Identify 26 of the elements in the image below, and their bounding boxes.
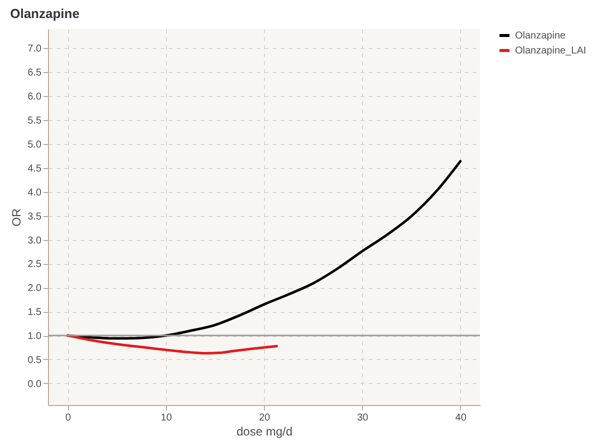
y-tick-label: 4.0: [28, 187, 42, 198]
y-tick-label: 1.0: [28, 331, 42, 342]
x-tick-label: 20: [258, 412, 270, 424]
legend-label: Olanzapine_LAI: [515, 46, 586, 56]
x-tick-label: 30: [357, 412, 369, 424]
y-tick-label: 3.5: [28, 211, 42, 222]
x-axis-title: dose mg/d: [236, 424, 293, 438]
y-tick-label: 4.5: [28, 163, 42, 174]
y-tick-label: 6.0: [28, 92, 42, 103]
y-tick-label: 6.5: [28, 68, 42, 79]
y-tick-label: 7.0: [28, 44, 42, 55]
x-tick-label: 40: [455, 412, 467, 424]
y-tick-label: 5.0: [28, 139, 42, 150]
y-tick-label: 0.5: [28, 354, 42, 366]
y-tick-label: 3.0: [28, 235, 42, 246]
y-tick-label: 2.5: [28, 259, 42, 270]
x-tick-label: 10: [160, 412, 172, 424]
y-tick-label: 5.5: [28, 116, 42, 127]
y-tick-label: 0.0: [28, 378, 42, 390]
y-tick-label: 2.0: [28, 283, 42, 294]
line-series: [66, 334, 278, 355]
y-tick-label: 1.5: [28, 307, 42, 318]
legend-label: Olanzapine: [515, 30, 566, 42]
x-tick-label: 0: [65, 412, 72, 424]
y-axis-title: OR: [10, 208, 24, 226]
chart-title: Olanzapine: [10, 6, 80, 21]
